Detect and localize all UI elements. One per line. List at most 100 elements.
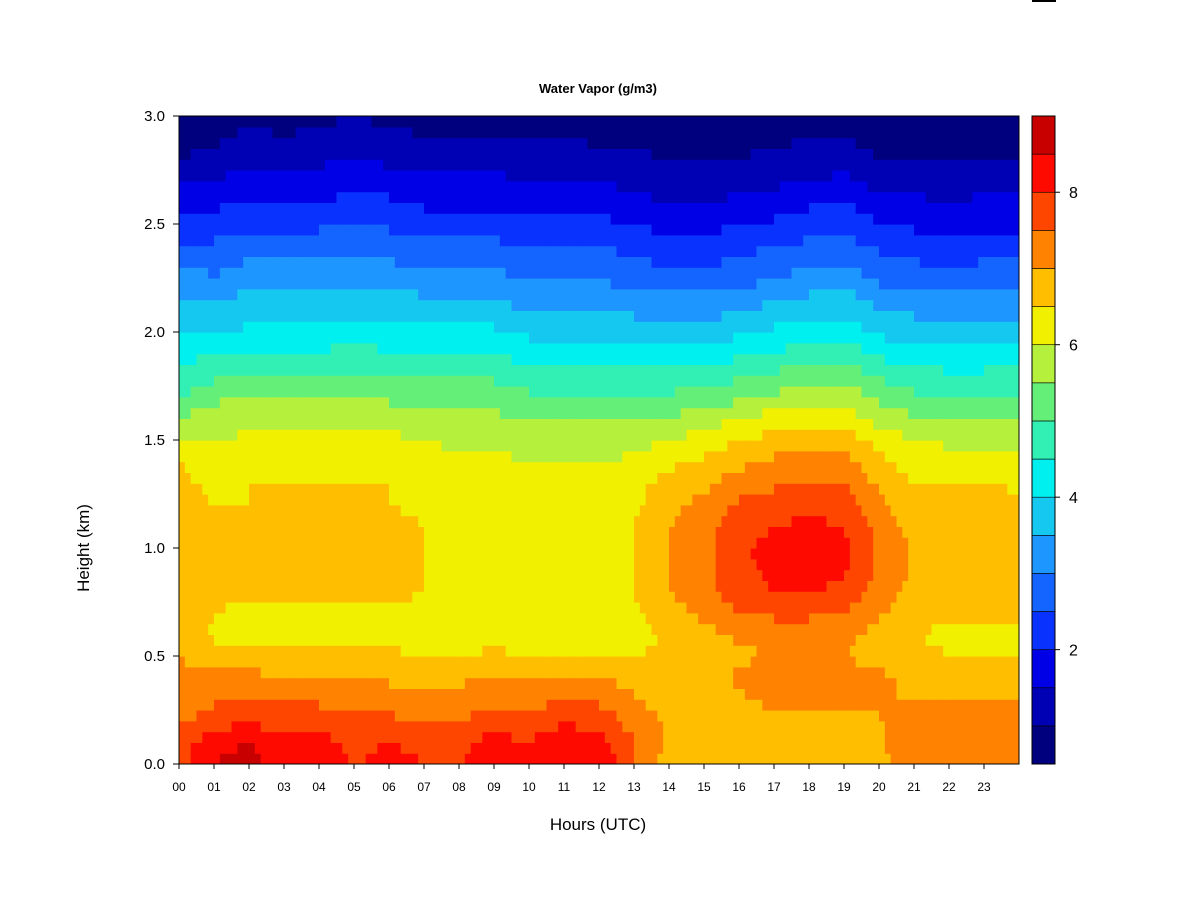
heatmap-cell — [214, 537, 221, 549]
heatmap-cell — [418, 623, 425, 635]
heatmap-cell — [359, 753, 367, 764]
heatmap-cell — [628, 515, 635, 527]
heatmap-cell — [301, 580, 308, 592]
heatmap-cell — [459, 677, 466, 689]
heatmap-cell — [249, 159, 256, 171]
heatmap-cell — [202, 137, 209, 149]
heatmap-cell — [266, 461, 273, 473]
heatmap-cell — [301, 278, 308, 290]
heatmap-cell — [616, 483, 623, 495]
heatmap-cell — [476, 472, 483, 484]
heatmap-cell — [377, 645, 384, 657]
heatmap-cell — [208, 645, 215, 657]
heatmap-cell — [581, 753, 588, 764]
heatmap-cell — [371, 688, 378, 700]
heatmap-cell — [219, 677, 227, 689]
heatmap-cell — [564, 612, 571, 625]
heatmap-cell — [610, 386, 618, 398]
heatmap-cell — [645, 666, 653, 679]
heatmap-cell — [581, 688, 588, 700]
heatmap-cell — [389, 591, 396, 603]
heatmap-cell — [394, 375, 402, 387]
heatmap-cell — [249, 126, 256, 139]
heatmap-cell — [645, 321, 653, 333]
heatmap-cell — [219, 159, 227, 171]
heatmap-cell — [272, 386, 279, 398]
heatmap-cell — [441, 710, 448, 722]
heatmap-cell — [523, 245, 530, 257]
heatmap-cell — [581, 407, 588, 419]
heatmap-cell — [324, 256, 332, 268]
heatmap-cell — [488, 602, 495, 614]
heatmap-cell — [634, 645, 641, 657]
heatmap-cell — [622, 213, 629, 225]
heatmap-cell — [354, 310, 361, 322]
heatmap-cell — [365, 677, 373, 689]
heatmap-cell — [418, 440, 425, 452]
heatmap-cell — [628, 461, 635, 473]
heatmap-cell — [243, 234, 250, 247]
heatmap-cell — [214, 278, 221, 290]
heatmap-cell — [581, 504, 588, 517]
heatmap-cell — [336, 450, 343, 463]
heatmap-cell — [284, 288, 291, 301]
heatmap-cell — [231, 310, 238, 322]
heatmap-cell — [225, 116, 233, 128]
heatmap-cell — [651, 753, 658, 764]
heatmap-cell — [254, 213, 262, 225]
heatmap-cell — [429, 245, 437, 257]
heatmap-cell — [365, 321, 373, 333]
heatmap-cell — [517, 656, 524, 668]
heatmap-cell — [534, 375, 542, 387]
heatmap-cell — [534, 515, 542, 527]
heatmap-cell — [208, 375, 215, 387]
heatmap-cell — [184, 450, 192, 463]
heatmap-cell — [581, 234, 588, 247]
heatmap-cell — [517, 720, 524, 733]
heatmap-cell — [622, 202, 629, 214]
heatmap-cell — [453, 494, 460, 506]
heatmap-cell — [657, 699, 664, 711]
heatmap-cell — [453, 742, 460, 754]
heatmap-cell — [400, 515, 408, 527]
heatmap-cell — [488, 504, 495, 517]
heatmap-cell — [534, 202, 542, 214]
heatmap-cell — [529, 126, 536, 139]
heatmap-cell — [278, 321, 285, 333]
heatmap-cell — [575, 332, 583, 344]
heatmap-cell — [266, 440, 273, 452]
heatmap-cell — [412, 321, 419, 333]
heatmap-cell — [336, 353, 343, 365]
heatmap-cell — [272, 278, 279, 290]
heatmap-cell — [418, 483, 425, 495]
heatmap-cell — [336, 396, 343, 409]
heatmap-cell — [628, 245, 635, 257]
heatmap-cell — [260, 234, 268, 247]
heatmap-cell — [319, 245, 326, 257]
heatmap-cell — [663, 688, 670, 700]
heatmap-cell — [622, 666, 629, 679]
heatmap-cell — [231, 213, 238, 225]
heatmap-cell — [348, 159, 355, 171]
heatmap-cell — [418, 677, 425, 689]
heatmap-cell — [278, 731, 285, 743]
heatmap-cell — [657, 396, 664, 409]
heatmap-cell — [295, 191, 303, 203]
heatmap-cell — [628, 742, 635, 754]
heatmap-cell — [214, 612, 221, 625]
heatmap-cell — [400, 580, 408, 592]
heatmap-cell — [604, 375, 612, 387]
heatmap-cell — [441, 159, 448, 171]
heatmap-cell — [447, 494, 454, 506]
heatmap-cell — [289, 148, 297, 160]
heatmap-cell — [307, 440, 314, 452]
heatmap-cell — [488, 396, 495, 409]
heatmap-cell — [552, 612, 559, 625]
heatmap-cell — [377, 440, 384, 452]
heatmap-cell — [499, 267, 507, 279]
heatmap-cell — [179, 278, 186, 290]
heatmap-cell — [231, 699, 238, 711]
heatmap-cell — [336, 342, 343, 355]
heatmap-cell — [569, 332, 577, 344]
heatmap-cell — [377, 180, 384, 193]
